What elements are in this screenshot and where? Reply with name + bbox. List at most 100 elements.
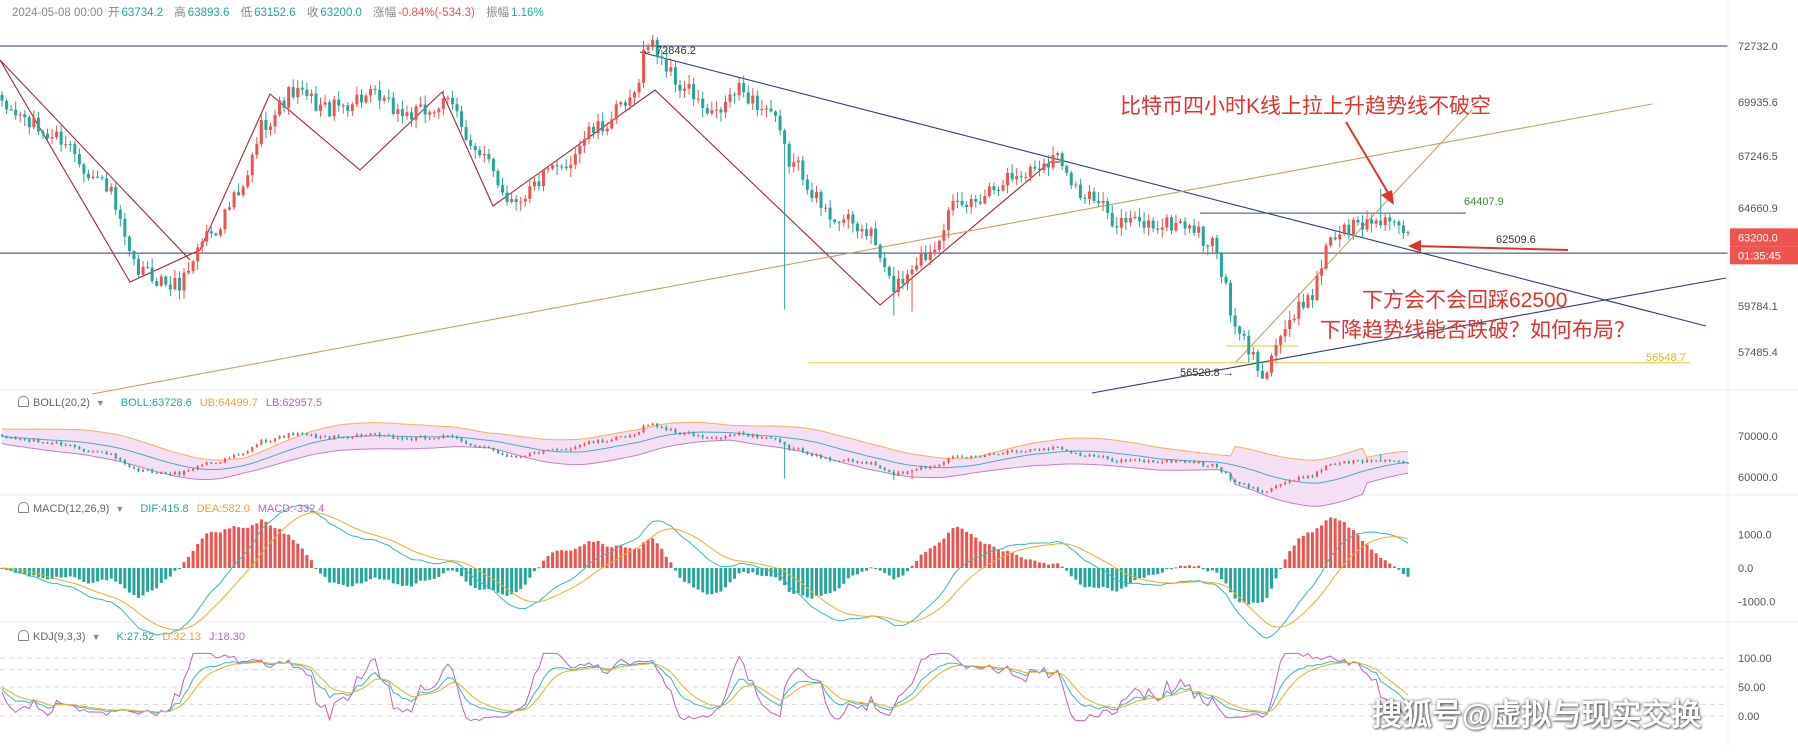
macd-histogram-bar [1006, 550, 1010, 568]
boll-candle-body [888, 469, 891, 472]
macd-histogram-bar [455, 568, 459, 572]
macd-histogram-bar [1106, 568, 1110, 588]
boll-candle-body [874, 462, 877, 466]
macd-histogram-bar [414, 568, 418, 584]
macd-histogram-bar [1370, 549, 1374, 568]
macd-histogram-bar [683, 568, 687, 582]
boll-candle-body [638, 432, 641, 435]
candle-body [869, 228, 873, 237]
macd-histogram-bar [1379, 557, 1383, 568]
candle-body [1397, 221, 1401, 226]
bell-icon[interactable] [18, 630, 29, 641]
macd-histogram-bar [487, 568, 491, 590]
candle-body [437, 108, 441, 113]
candle-body [359, 94, 363, 103]
boll-candle-body [1161, 461, 1164, 463]
boll-candle-body [1206, 465, 1209, 467]
macd-histogram-bar [378, 568, 382, 580]
boll-candle-body [151, 470, 154, 473]
macd-histogram-bar [1169, 568, 1173, 570]
boll-candle-body [192, 468, 195, 471]
chevron-down-icon[interactable]: ▼ [91, 632, 101, 642]
macd-histogram-bar [337, 568, 341, 585]
bell-icon[interactable] [18, 396, 29, 407]
macd-histogram-bar [50, 568, 54, 579]
macd-histogram-bar [364, 568, 368, 582]
kdj-legend[interactable]: KDJ(9,3,3) ▼ K:27.52 D:32.13 J:18.30 [18, 630, 245, 643]
macd-histogram-bar [1265, 568, 1269, 598]
boll-candle-body [310, 434, 313, 436]
macd-histogram-bar [983, 543, 987, 568]
chevron-down-icon[interactable]: ▼ [95, 398, 105, 408]
candle-body [68, 144, 72, 146]
macd-histogram-bar [1047, 564, 1051, 568]
macd-histogram-bar [974, 537, 978, 568]
candle-body [510, 199, 514, 202]
kdj-tick-label: 0.00 [1738, 711, 1759, 723]
candle-body [878, 244, 882, 259]
boll-candle-body [1293, 480, 1296, 482]
macd-histogram-bar [278, 528, 282, 568]
macd-histogram-bar [869, 567, 873, 569]
candle-body [1347, 224, 1351, 235]
boll-band-fill [2, 422, 1408, 507]
candle-body [605, 128, 609, 132]
macd-histogram-bar [446, 568, 450, 571]
candle-body [159, 276, 163, 286]
bell-icon[interactable] [18, 502, 29, 513]
macd-histogram-bar [992, 546, 996, 568]
macd-histogram-bar [437, 568, 441, 578]
candle-body [1110, 212, 1114, 227]
candle-body [814, 192, 818, 199]
macd-histogram-bar [419, 568, 423, 581]
boll-candle-body [1093, 454, 1096, 457]
boll-candles-layer [1, 422, 1409, 494]
boll-candle-body [1275, 485, 1278, 489]
candle-body [1183, 221, 1187, 229]
macd-histogram-bar [341, 568, 345, 585]
boll-candle-body [1106, 456, 1109, 459]
candle-body [523, 198, 527, 202]
macd-histogram-bar [109, 568, 113, 579]
candle-body [501, 185, 505, 193]
macd-legend[interactable]: MACD(12,26,9) ▼ DIF:415.8 DEA:582.0 MACD:-33… [18, 502, 325, 515]
candle-body [478, 150, 482, 156]
macd-histogram-bar [969, 533, 973, 568]
macd-histogram-bar [1133, 568, 1137, 581]
macd-histogram-bar [1260, 568, 1264, 603]
boll-candle-body [465, 441, 468, 444]
chevron-down-icon[interactable]: ▼ [115, 504, 125, 514]
boll-legend[interactable]: BOLL(20,2) ▼ BOLL:63728.6 UB:64499.7 LB:6295… [18, 396, 322, 409]
boll-candle-body [1238, 482, 1241, 484]
boll-candle-body [1215, 463, 1218, 468]
candle-body [969, 198, 973, 207]
macd-histogram-bar [159, 568, 163, 583]
candle-body [824, 207, 828, 209]
countdown-label: 01:35:45 [1738, 250, 1781, 262]
macd-histogram-bar [91, 568, 95, 583]
boll-candle-body [351, 436, 354, 439]
macd-histogram-bar [300, 548, 304, 568]
candle-body [537, 181, 541, 187]
boll-candle-body [1375, 460, 1378, 462]
candle-body [1019, 176, 1023, 178]
boll-candle-body [1042, 448, 1045, 451]
candle-body [296, 87, 300, 98]
macd-histogram-bar [637, 548, 641, 568]
candle-body [942, 230, 946, 241]
macd-histogram-bar [428, 568, 432, 580]
candle-body [1138, 216, 1142, 222]
price-tick-label: 59784.1 [1738, 301, 1778, 313]
boll-candle-body [237, 454, 240, 456]
macd-histogram-bar [878, 568, 882, 571]
boll-candle-body [269, 441, 272, 443]
candle-body [1192, 225, 1196, 233]
boll-candle-body [515, 456, 518, 458]
candle-body [1342, 224, 1346, 235]
boll-candle-body [101, 451, 104, 453]
macd-histogram-bar [1060, 566, 1064, 568]
candle-body [218, 229, 222, 236]
